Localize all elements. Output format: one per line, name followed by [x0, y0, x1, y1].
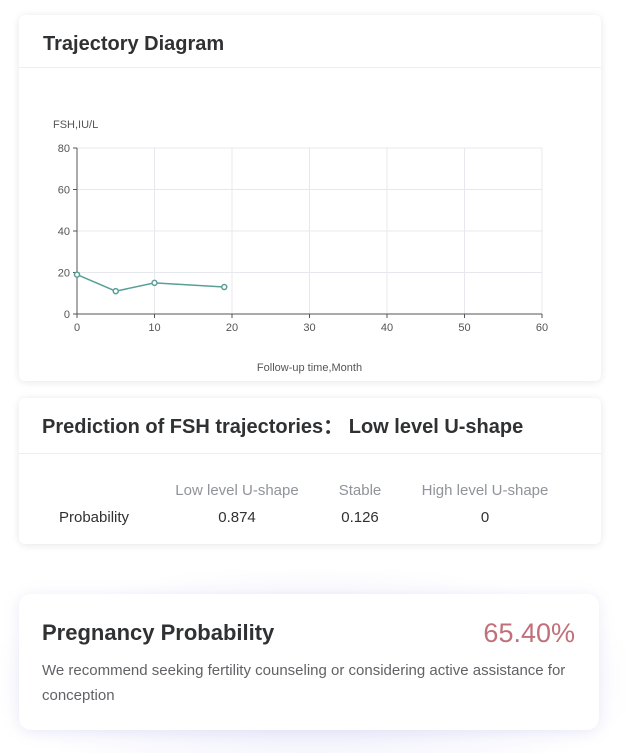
y-tick-label: 40: [58, 226, 70, 238]
header-stable: Stable: [338, 482, 382, 499]
trajectory-chart: 0 10 20 30 40 50 60 0 20 40 60 80 FSH,IU/L Follow-up …: [53, 119, 548, 374]
trajectory-card: Trajectory Diagram 0 10 20 30 40 50 60 0 20 40 60 8…: [19, 15, 601, 381]
value-stable: 0.126: [341, 509, 379, 526]
x-tick-label: 30: [303, 322, 315, 334]
pregnancy-recommendation: We recommend seeking fertility counselin…: [42, 662, 566, 704]
y-axis-label: FSH,IU/L: [53, 119, 98, 131]
data-point: [73, 271, 81, 278]
y-tick-label: 60: [58, 185, 70, 197]
pregnancy-title: Pregnancy Probability: [42, 620, 275, 645]
header-high-level-u-shape: High level U-shape: [421, 482, 549, 499]
x-tick-label: 40: [381, 322, 393, 334]
y-tick-label: 0: [64, 309, 70, 321]
value-high-level-u-shape: 0: [480, 509, 490, 526]
series-line: [76, 273, 225, 292]
data-point: [221, 283, 228, 291]
trajectory-title: Trajectory Diagram: [19, 15, 601, 68]
y-tick-label: 20: [58, 268, 70, 280]
probability-row-label: Probability: [59, 509, 130, 526]
x-tick-label: 0: [74, 322, 80, 334]
data-point: [151, 279, 158, 287]
pregnancy-card: Pregnancy Probability 65.40% We recommen…: [19, 594, 599, 730]
value-low-level-u-shape: 0.874: [218, 509, 256, 526]
x-tick-label: 20: [226, 322, 238, 334]
x-tick-label: 50: [458, 322, 470, 334]
prediction-table: Low level U-shape Stable High level U-sh…: [19, 398, 601, 544]
header-low-level-u-shape: Low level U-shape: [175, 482, 299, 499]
prediction-title: Prediction of FSH trajectories： Low leve…: [19, 398, 601, 454]
pregnancy-probability-value: 65.40%: [483, 618, 575, 648]
y-tick-label: 80: [58, 143, 70, 155]
x-tick-label: 10: [148, 322, 160, 334]
x-axis-label: Follow-up time,Month: [257, 362, 362, 374]
x-tick-label: 60: [536, 322, 548, 334]
data-point: [112, 287, 119, 295]
prediction-card: Prediction of FSH trajectories： Low leve…: [19, 398, 601, 544]
